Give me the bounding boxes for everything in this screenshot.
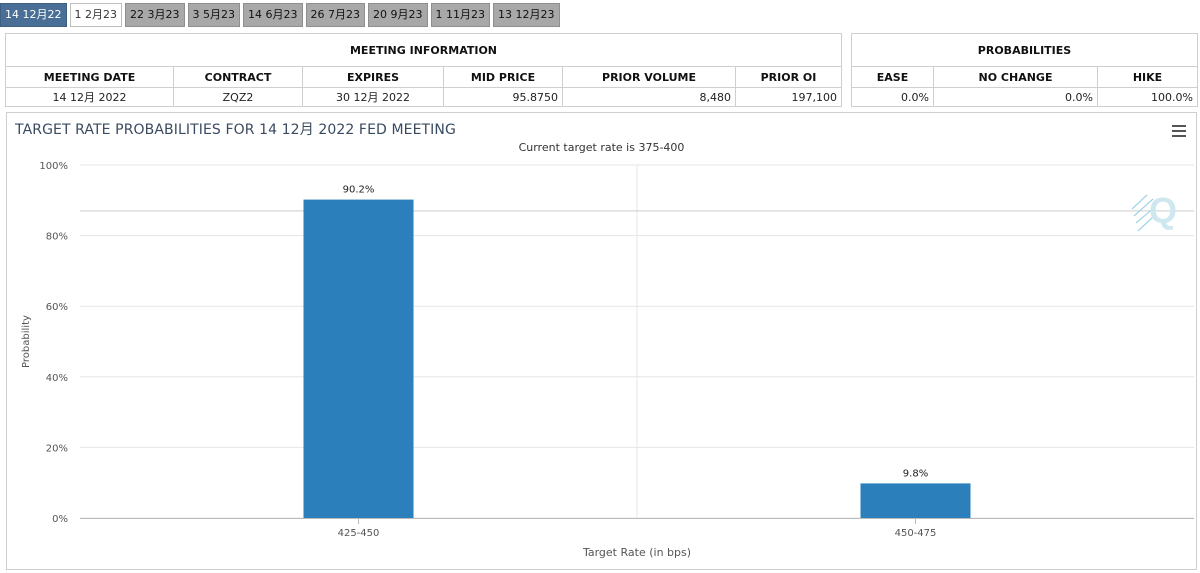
col-hike: HIKE	[1097, 66, 1198, 88]
mid-price-value: 95.8750	[443, 87, 563, 107]
x-axis-title: Target Rate (in bps)	[582, 546, 691, 559]
tab-meeting-2[interactable]: 1 2月23	[69, 3, 122, 27]
bar-425-450	[303, 199, 414, 518]
tab-meeting-8[interactable]: 1 11月23	[430, 3, 490, 27]
hike-value: 100.0%	[1097, 87, 1198, 107]
contract-value: ZQZ2	[173, 87, 303, 107]
y-tick-label: 60%	[46, 302, 68, 313]
col-meeting-date: MEETING DATE	[5, 66, 174, 88]
chart-labels: 0% 20% 40% 60% 80% 100% 90.2% 425-450 9.8% 450-47…	[21, 161, 936, 559]
tab-meeting-7[interactable]: 20 9月23	[368, 3, 428, 27]
meeting-info-header: MEETING INFORMATION	[5, 33, 842, 67]
col-contract: CONTRACT	[173, 66, 303, 88]
x-tick-label: 450-475	[895, 528, 937, 539]
col-mid-price: MID PRICE	[443, 66, 563, 88]
tab-meeting-6[interactable]: 26 7月23	[305, 3, 365, 27]
ease-value: 0.0%	[851, 87, 934, 107]
chart-canvas: 0% 20% 40% 60% 80% 100% 90.2% 425-450 9.8% 450-47…	[21, 161, 1194, 559]
y-tick-label: 40%	[46, 373, 68, 384]
meeting-date-value: 14 12月 2022	[5, 87, 174, 107]
data-label: 9.8%	[903, 468, 928, 479]
y-tick-label: 20%	[46, 443, 68, 454]
x-tick-label: 425-450	[338, 528, 380, 539]
prior-volume-value: 8,480	[562, 87, 736, 107]
chart-menu-icon[interactable]	[1172, 125, 1186, 137]
col-prior-oi: PRIOR OI	[735, 66, 842, 88]
expires-value: 30 12月 2022	[302, 87, 444, 107]
tab-meeting-1[interactable]: 14 12月22	[0, 3, 67, 27]
prior-oi-value: 197,100	[735, 87, 842, 107]
probabilities-header: PROBABILITIES	[851, 33, 1198, 67]
col-ease: EASE	[851, 66, 934, 88]
meeting-date-tabs: 14 12月22 1 2月23 22 3月23 3 5月23 14 6月23 2…	[0, 3, 563, 27]
bar-450-475	[860, 483, 971, 518]
no-change-value: 0.0%	[933, 87, 1098, 107]
chart-bars	[303, 199, 971, 518]
y-tick-label: 0%	[52, 514, 68, 525]
chart-title: TARGET RATE PROBABILITIES FOR 14 12月 202…	[15, 122, 456, 138]
chart-gridlines	[80, 164, 1194, 524]
y-tick-label: 80%	[46, 232, 68, 243]
svg-text:Q: Q	[1149, 190, 1177, 231]
col-prior-volume: PRIOR VOLUME	[562, 66, 736, 88]
tab-meeting-3[interactable]: 22 3月23	[125, 3, 185, 27]
tab-meeting-9[interactable]: 13 12月23	[493, 3, 560, 27]
target-rate-chart: 0% 20% 40% 60% 80% 100% 90.2% 425-450 9.8% 450-47…	[6, 112, 1197, 570]
tab-meeting-4[interactable]: 3 5月23	[187, 3, 240, 27]
meeting-info-table: MEETING INFORMATION MEETING DATE CONTRAC…	[5, 33, 842, 107]
probabilities-table: PROBABILITIES EASE NO CHANGE HIKE 0.0% 0…	[851, 33, 1198, 107]
chart-subtitle: Current target rate is 375-400	[518, 141, 685, 154]
quikstrike-logo: Q	[1131, 190, 1177, 232]
y-tick-label: 100%	[39, 161, 68, 172]
y-axis-title: Probability	[21, 315, 32, 368]
tab-meeting-5[interactable]: 14 6月23	[243, 3, 303, 27]
col-no-change: NO CHANGE	[933, 66, 1098, 88]
col-expires: EXPIRES	[302, 66, 444, 88]
data-label: 90.2%	[343, 185, 375, 196]
